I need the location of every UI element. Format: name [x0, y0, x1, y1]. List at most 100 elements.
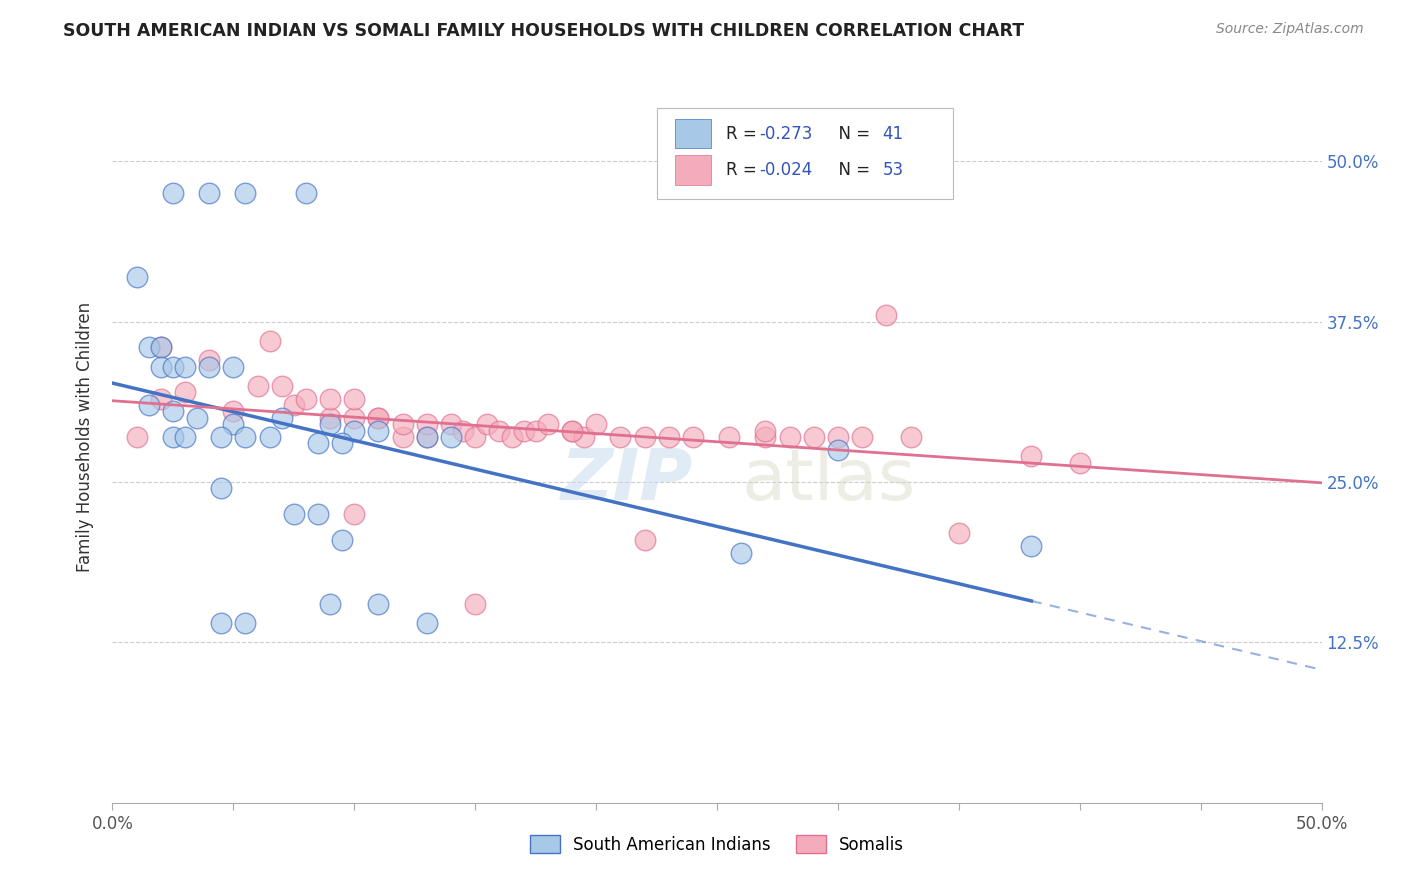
Point [149, 340, 172, 354]
Point [512, 424, 534, 438]
Point [209, 616, 232, 631]
Point [440, 417, 463, 432]
Point [367, 597, 389, 611]
Point [235, 616, 257, 631]
Text: -0.024: -0.024 [759, 161, 813, 179]
Point [682, 430, 704, 444]
Text: 41: 41 [883, 125, 904, 143]
Point [1021, 450, 1043, 464]
Point [125, 269, 148, 284]
Point [1069, 456, 1091, 470]
Point [283, 507, 305, 521]
Point [209, 430, 232, 444]
Point [416, 430, 439, 444]
Point [259, 334, 281, 348]
Point [561, 424, 583, 438]
Point [198, 186, 221, 201]
Text: 53: 53 [883, 161, 904, 179]
Point [295, 392, 318, 406]
Point [174, 385, 197, 400]
Point [222, 404, 245, 418]
Point [149, 340, 172, 354]
Point [149, 392, 172, 406]
Point [330, 436, 353, 450]
Point [900, 430, 922, 444]
Point [416, 417, 439, 432]
Point [319, 417, 342, 432]
Point [283, 398, 305, 412]
Point [367, 410, 389, 425]
Point [235, 430, 257, 444]
Text: R =: R = [725, 125, 762, 143]
Point [779, 430, 801, 444]
Point [259, 430, 281, 444]
Point [803, 430, 825, 444]
Point [561, 424, 583, 438]
Point [827, 442, 849, 457]
Point [718, 430, 741, 444]
Point [198, 359, 221, 374]
Point [222, 417, 245, 432]
FancyBboxPatch shape [657, 108, 953, 200]
Point [186, 410, 208, 425]
Point [138, 340, 160, 354]
Point [416, 616, 439, 631]
Point [572, 430, 595, 444]
Point [537, 417, 560, 432]
Point [633, 430, 655, 444]
Point [270, 378, 292, 392]
Point [162, 359, 184, 374]
Text: SOUTH AMERICAN INDIAN VS SOMALI FAMILY HOUSEHOLDS WITH CHILDREN CORRELATION CHAR: SOUTH AMERICAN INDIAN VS SOMALI FAMILY H… [63, 22, 1025, 40]
Point [633, 533, 655, 547]
Text: ZIP: ZIP [561, 447, 693, 516]
Point [609, 430, 631, 444]
Point [585, 417, 607, 432]
Point [730, 545, 752, 559]
Point [319, 392, 342, 406]
Point [754, 430, 776, 444]
Point [827, 430, 849, 444]
Point [367, 410, 389, 425]
Point [391, 430, 413, 444]
Text: N =: N = [828, 161, 876, 179]
Point [658, 430, 681, 444]
Point [307, 507, 329, 521]
Point [488, 424, 510, 438]
Point [440, 430, 463, 444]
Point [343, 507, 366, 521]
Point [754, 424, 776, 438]
Point [138, 398, 160, 412]
Text: atlas: atlas [741, 447, 915, 516]
Point [851, 430, 873, 444]
Point [464, 597, 486, 611]
Point [343, 424, 366, 438]
Point [174, 430, 197, 444]
Point [319, 410, 342, 425]
Text: Source: ZipAtlas.com: Source: ZipAtlas.com [1216, 22, 1364, 37]
Text: R =: R = [725, 161, 762, 179]
Text: -0.273: -0.273 [759, 125, 813, 143]
Point [125, 430, 148, 444]
FancyBboxPatch shape [675, 155, 711, 185]
Point [235, 186, 257, 201]
Point [391, 417, 413, 432]
Point [270, 410, 292, 425]
Point [524, 424, 547, 438]
Point [222, 359, 245, 374]
Point [307, 436, 329, 450]
Point [416, 430, 439, 444]
Point [343, 410, 366, 425]
Text: N =: N = [828, 125, 876, 143]
Point [246, 378, 269, 392]
Point [343, 392, 366, 406]
Point [162, 404, 184, 418]
Point [1021, 539, 1043, 553]
Point [367, 424, 389, 438]
Y-axis label: Family Households with Children: Family Households with Children [76, 302, 94, 572]
Point [451, 424, 474, 438]
Point [948, 526, 970, 541]
FancyBboxPatch shape [675, 119, 711, 148]
Point [875, 308, 897, 322]
Point [330, 533, 353, 547]
Point [149, 359, 172, 374]
